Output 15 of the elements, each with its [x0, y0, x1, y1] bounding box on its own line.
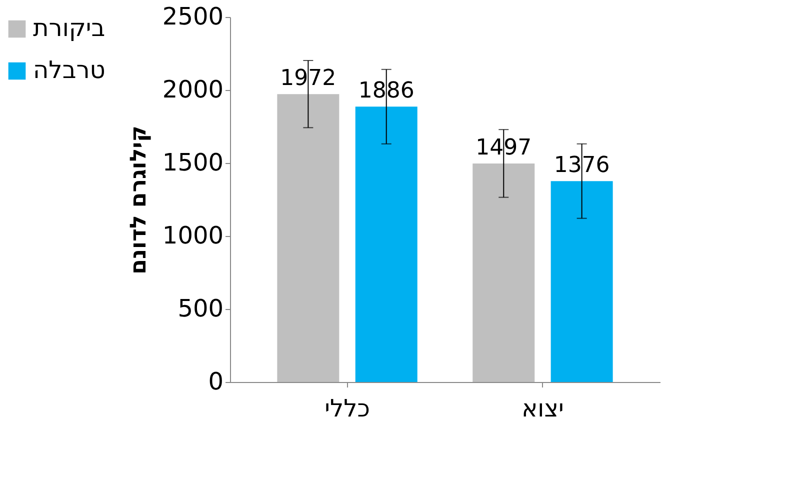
y-tick-label: 2500 — [162, 2, 224, 30]
legend-label: ביקורת — [33, 14, 106, 42]
y-tick-label: 2000 — [162, 76, 224, 104]
bar — [550, 181, 613, 382]
bar — [472, 163, 535, 382]
bar — [277, 94, 340, 382]
y-tick-label: 0 — [208, 368, 224, 396]
y-tick-label: 500 — [178, 294, 224, 322]
legend-label: טרבלה — [33, 56, 106, 84]
x-tick-label: כללי — [324, 394, 370, 422]
y-axis-title: קילוגרם לדונם — [126, 126, 152, 274]
y-tick-label: 1000 — [162, 222, 224, 250]
bar — [355, 106, 418, 382]
y-tick-label: 1500 — [162, 148, 224, 176]
x-tick-label: יצוא — [522, 394, 564, 422]
